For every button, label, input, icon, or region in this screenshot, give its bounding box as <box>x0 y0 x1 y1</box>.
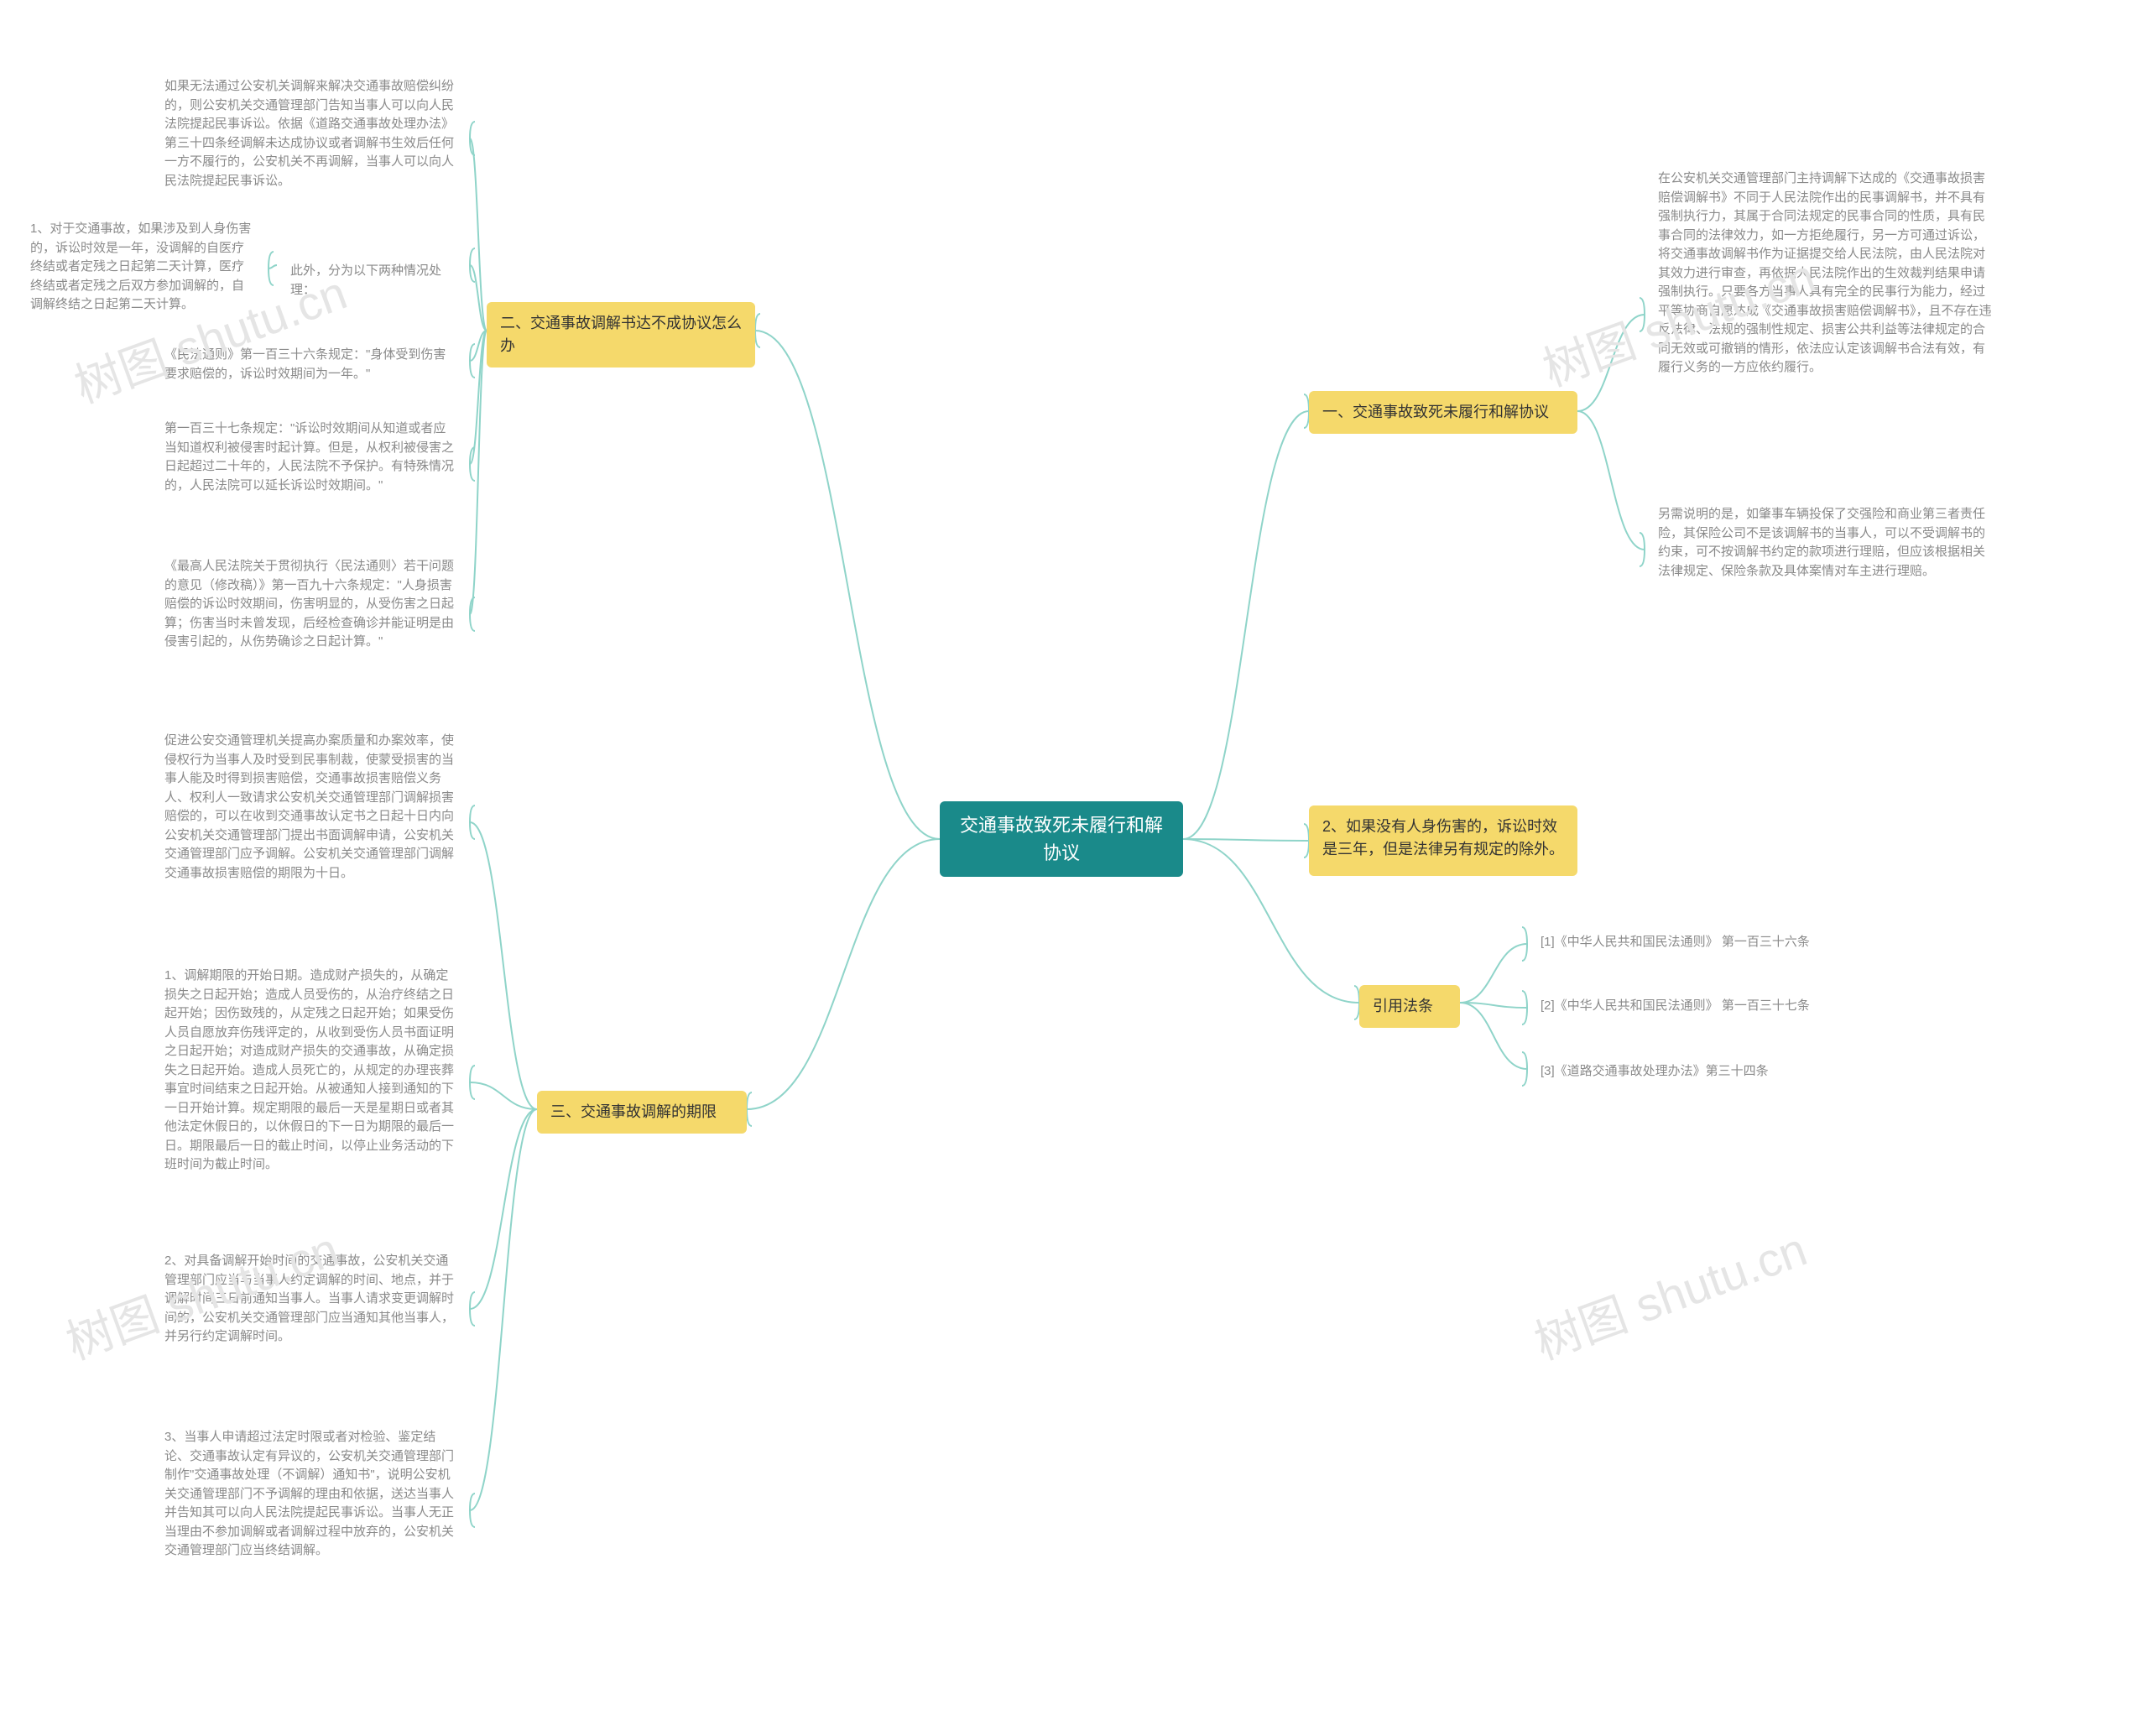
connector <box>1183 839 1309 841</box>
connector <box>470 331 487 464</box>
connector <box>1577 315 1645 411</box>
connector <box>470 1109 537 1309</box>
connector <box>470 138 487 331</box>
leaf-l2d: 3、当事人申请超过法定时限或者对检验、鉴定结论、交通事故认定有异议的，公安机关交… <box>151 1418 470 1603</box>
leaf-l1d: 第一百三十七条规定："诉讼时效期间从知道或者应当知道权利被侵害时起计算。但是，从… <box>151 409 470 519</box>
connector <box>470 822 537 1109</box>
connector <box>1183 411 1309 839</box>
root-node: 交通事故致死未履行和解协议 <box>940 801 1183 877</box>
leaf-l1c: 《民法通则》第一百三十六条规定："身体受到伤害要求赔偿的，诉讼时效期间为一年。" <box>151 336 470 394</box>
connector <box>1460 1003 1527 1069</box>
leaf-r3c: [3]《道路交通事故处理办法》第三十四条 <box>1527 1052 1863 1092</box>
leaf-l1e: 《最高人民法院关于贯彻执行〈民法通则〉若干问题的意见（修改稿）》第一百九十六条规… <box>151 547 470 681</box>
branch-r3: 引用法条 <box>1359 985 1460 1028</box>
connector <box>470 265 487 331</box>
connector <box>470 331 487 361</box>
connector <box>470 1109 537 1510</box>
leaf-r1a: 在公安机关交通管理部门主持调解下达成的《交通事故损害赔偿调解书》不同于人民法院作… <box>1645 159 2005 470</box>
leaf-l1b1: 1、对于交通事故，如果涉及到人身伤害的，诉讼时效是一年，没调解的自医疗终结或者定… <box>17 210 268 327</box>
connector <box>470 331 487 614</box>
connector <box>1577 411 1645 550</box>
watermark: 树图 shutu.cn <box>1524 1212 1815 1373</box>
leaf-l2b: 1、调解期限的开始日期。造成财产损失的，从确定损失之日起开始；造成人员受伤的，从… <box>151 957 470 1208</box>
branch-l2: 三、交通事故调解的期限 <box>537 1091 747 1134</box>
leaf-r3a: [1]《中华人民共和国民法通则》 第一百三十六条 <box>1527 923 1863 965</box>
leaf-l2a: 促进公安交通管理机关提高办案质量和办案效率，使侵权行为当事人及时受到民事制裁，使… <box>151 722 470 923</box>
connector <box>1460 1003 1527 1008</box>
branch-r1: 一、交通事故致死未履行和解协议 <box>1309 391 1577 434</box>
connector <box>268 265 277 268</box>
connector <box>755 331 940 839</box>
leaf-l1b: 此外，分为以下两种情况处理： <box>277 252 470 310</box>
branch-r2: 2、如果没有人身伤害的，诉讼时效是三年，但是法律另有规定的除外。 <box>1309 805 1577 876</box>
leaf-r1b: 另需说明的是，如肇事车辆投保了交强险和商业第三者责任险，其保险公司不是该调解书的… <box>1645 495 2005 604</box>
leaf-l2c: 2、对具备调解开始时间的交通事故，公安机关交通管理部门应当与当事人约定调解的时间… <box>151 1242 470 1376</box>
connector <box>1460 944 1527 1003</box>
leaf-l1a: 如果无法通过公安机关调解来解决交通事故赔偿纠纷的，则公安机关交通管理部门告知当事… <box>151 67 470 210</box>
connector <box>747 839 940 1109</box>
leaf-r3b: [2]《中华人民共和国民法通则》 第一百三十七条 <box>1527 987 1863 1029</box>
connector <box>470 1082 537 1109</box>
branch-l1: 二、交通事故调解书达不成协议怎么办 <box>487 302 755 368</box>
